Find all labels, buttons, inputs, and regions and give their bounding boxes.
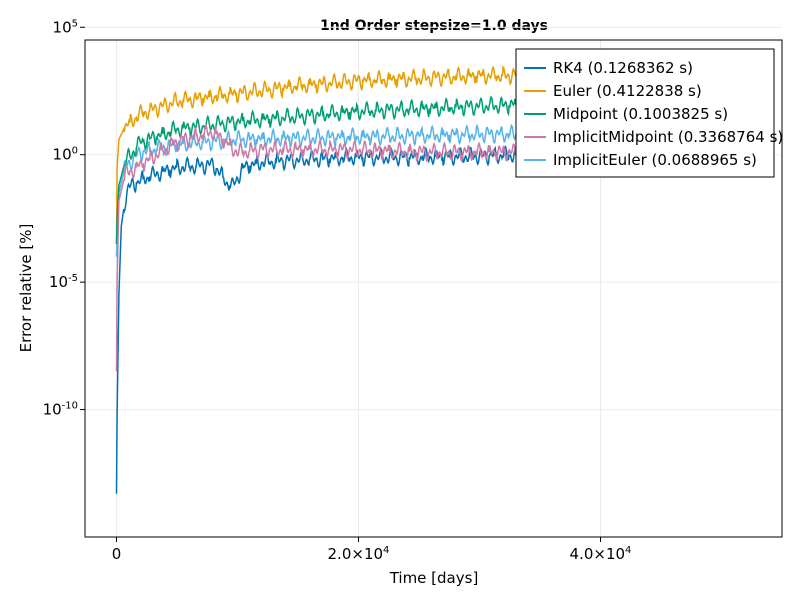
- y-tick-label: 10-5: [49, 273, 78, 291]
- legend-box: [515, 48, 775, 178]
- x-tick-label: 0: [112, 545, 122, 563]
- legend-label: ImplicitEuler (0.0688965 s): [553, 151, 757, 169]
- x-tick-label: 2.0×104: [328, 545, 390, 563]
- y-tick-label: 105: [53, 18, 78, 36]
- y-tick-label: 10-10: [43, 401, 78, 419]
- legend-items: RK4 (0.1268362 s) Euler (0.4122838 s) Midp…: [524, 59, 783, 169]
- chart-title: 1nd Order stepsize=1.0 days: [320, 18, 548, 34]
- x-tick-label: 4.0×104: [570, 545, 632, 563]
- legend-label: ImplicitMidpoint (0.3368764 s): [553, 128, 783, 146]
- legend-label: Midpoint (0.1003825 s): [553, 105, 728, 123]
- legend-label: Euler (0.4122838 s): [553, 82, 702, 100]
- legend: RK4 (0.1268362 s) Euler (0.4122838 s) Midp…: [515, 48, 783, 178]
- plot-frame: [84, 39, 783, 538]
- axis-ticks: 0 2.0×104 4.0×104 105 100 10-5 10-10: [43, 18, 632, 563]
- y-axis-label: Error relative [%]: [17, 224, 35, 353]
- legend-label: RK4 (0.1268362 s): [553, 59, 693, 77]
- y-tick-label: 100: [53, 146, 78, 164]
- x-axis-label: Time [days]: [389, 569, 479, 587]
